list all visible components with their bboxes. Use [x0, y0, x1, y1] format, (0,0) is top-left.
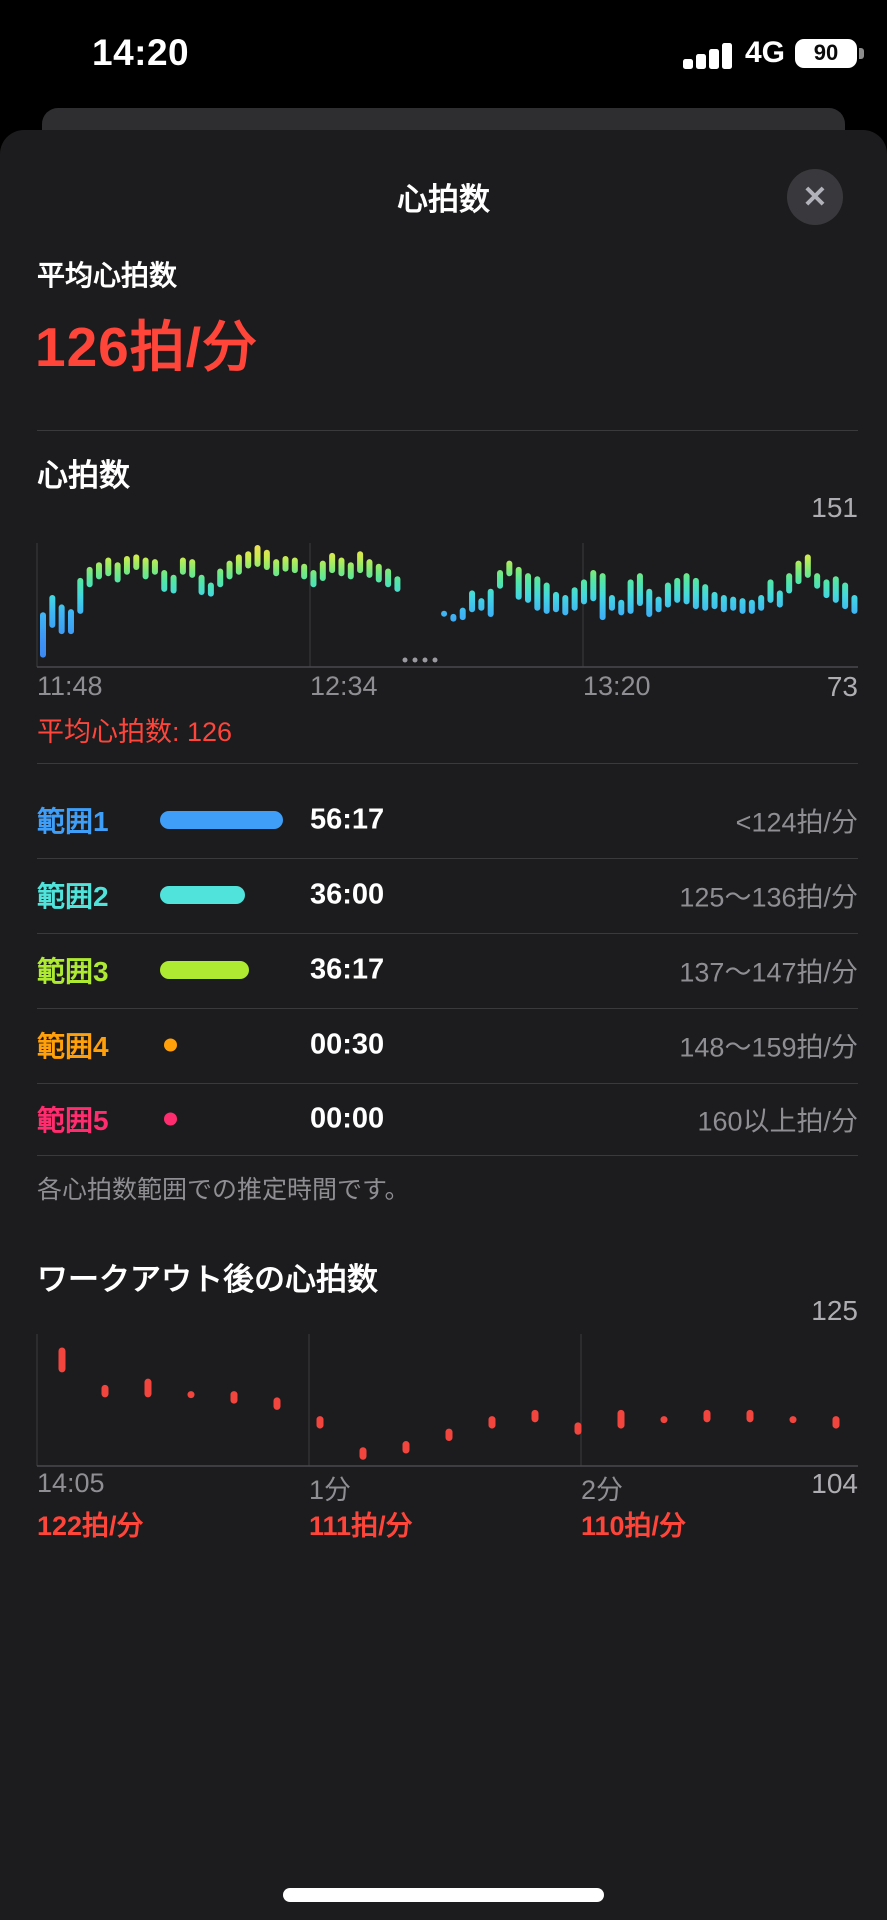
- zone-row: 範囲2 36:00 125〜136拍/分: [37, 874, 858, 916]
- zone-duration: 00:30: [310, 1028, 385, 1061]
- zones-footnote: 各心拍数範囲での推定時間です。: [37, 1176, 410, 1204]
- zone-range: 125〜136拍/分: [679, 882, 858, 913]
- recovery-chart-tick: 2分: [581, 1475, 624, 1505]
- close-button[interactable]: ✕: [787, 169, 843, 225]
- recovery-chart[interactable]: [0, 1330, 887, 1470]
- zone-label: 範囲2: [37, 881, 109, 912]
- zone-duration: 36:00: [310, 878, 385, 911]
- zone-row: 範囲4 00:30 148〜159拍/分: [37, 1024, 858, 1066]
- hr-average-caption: 平均心拍数: 126: [37, 717, 233, 747]
- zone-duration: 36:17: [310, 953, 385, 986]
- zone-row: 範囲1 56:17 <124拍/分: [37, 799, 858, 841]
- status-time: 14:20: [92, 32, 190, 73]
- hr-chart-max-label: 151: [811, 492, 858, 523]
- hr-chart-min-label: 73: [826, 671, 858, 702]
- divider: [37, 430, 858, 431]
- cellular-signal-icon: [682, 42, 732, 69]
- recovery-minute-value: 110拍/分: [581, 1511, 687, 1541]
- status-bar: 14:20 4G 90: [0, 24, 887, 80]
- zone-label: 範囲3: [37, 956, 109, 987]
- battery-percent: 90: [813, 40, 839, 65]
- zone-duration-bar: [160, 811, 283, 829]
- zone-duration: 56:17: [310, 803, 385, 836]
- close-icon: ✕: [802, 180, 828, 214]
- zone-range: 137〜147拍/分: [679, 957, 858, 988]
- sheet-title: 心拍数: [397, 182, 490, 217]
- recovery-chart-min-label: 104: [811, 1468, 858, 1499]
- hr-chart-tick: 12:34: [310, 671, 378, 701]
- zone-range: 160以上拍/分: [697, 1106, 858, 1137]
- status-right-cluster: 4G 90: [682, 36, 864, 70]
- zone-label: 範囲5: [37, 1105, 109, 1136]
- recovery-minute-value: 122拍/分: [37, 1511, 144, 1541]
- hr-chart-title: 心拍数: [37, 458, 130, 493]
- zone-duration-dot: [164, 1038, 177, 1052]
- recovery-chart-title: ワークアウト後の心拍数: [37, 1262, 378, 1297]
- home-indicator[interactable]: [283, 1888, 604, 1902]
- zone-duration: 00:00: [310, 1102, 385, 1135]
- zone-label: 範囲1: [37, 806, 109, 837]
- recovery-chart-tick: 1分: [309, 1475, 352, 1505]
- zone-label: 範囲4: [37, 1031, 109, 1062]
- battery-icon: 90: [795, 38, 864, 68]
- zone-row: 範囲5 00:00 160以上拍/分: [37, 1098, 858, 1140]
- recovery-minute-value: 111拍/分: [309, 1511, 413, 1541]
- zone-range: <124拍/分: [735, 807, 858, 838]
- recovery-chart-tick: 14:05: [37, 1468, 105, 1498]
- hr-chart-tick: 11:48: [37, 671, 103, 701]
- zone-row: 範囲3 36:17 137〜147拍/分: [37, 949, 858, 991]
- hr-chart-tick: 13:20: [583, 671, 651, 701]
- network-type-label: 4G: [744, 36, 785, 69]
- recovery-chart-max-label: 125: [811, 1295, 858, 1326]
- zone-range: 148〜159拍/分: [679, 1032, 858, 1063]
- zone-duration-bar: [160, 886, 245, 904]
- battery-nub: [859, 47, 864, 59]
- average-hr-value: 126拍/分: [35, 316, 259, 378]
- modal-sheet: [0, 130, 887, 1920]
- zone-duration-bar: [160, 961, 249, 979]
- heart-rate-chart[interactable]: [0, 537, 887, 671]
- zone-duration-dot: [164, 1112, 177, 1126]
- average-hr-label: 平均心拍数: [37, 260, 178, 291]
